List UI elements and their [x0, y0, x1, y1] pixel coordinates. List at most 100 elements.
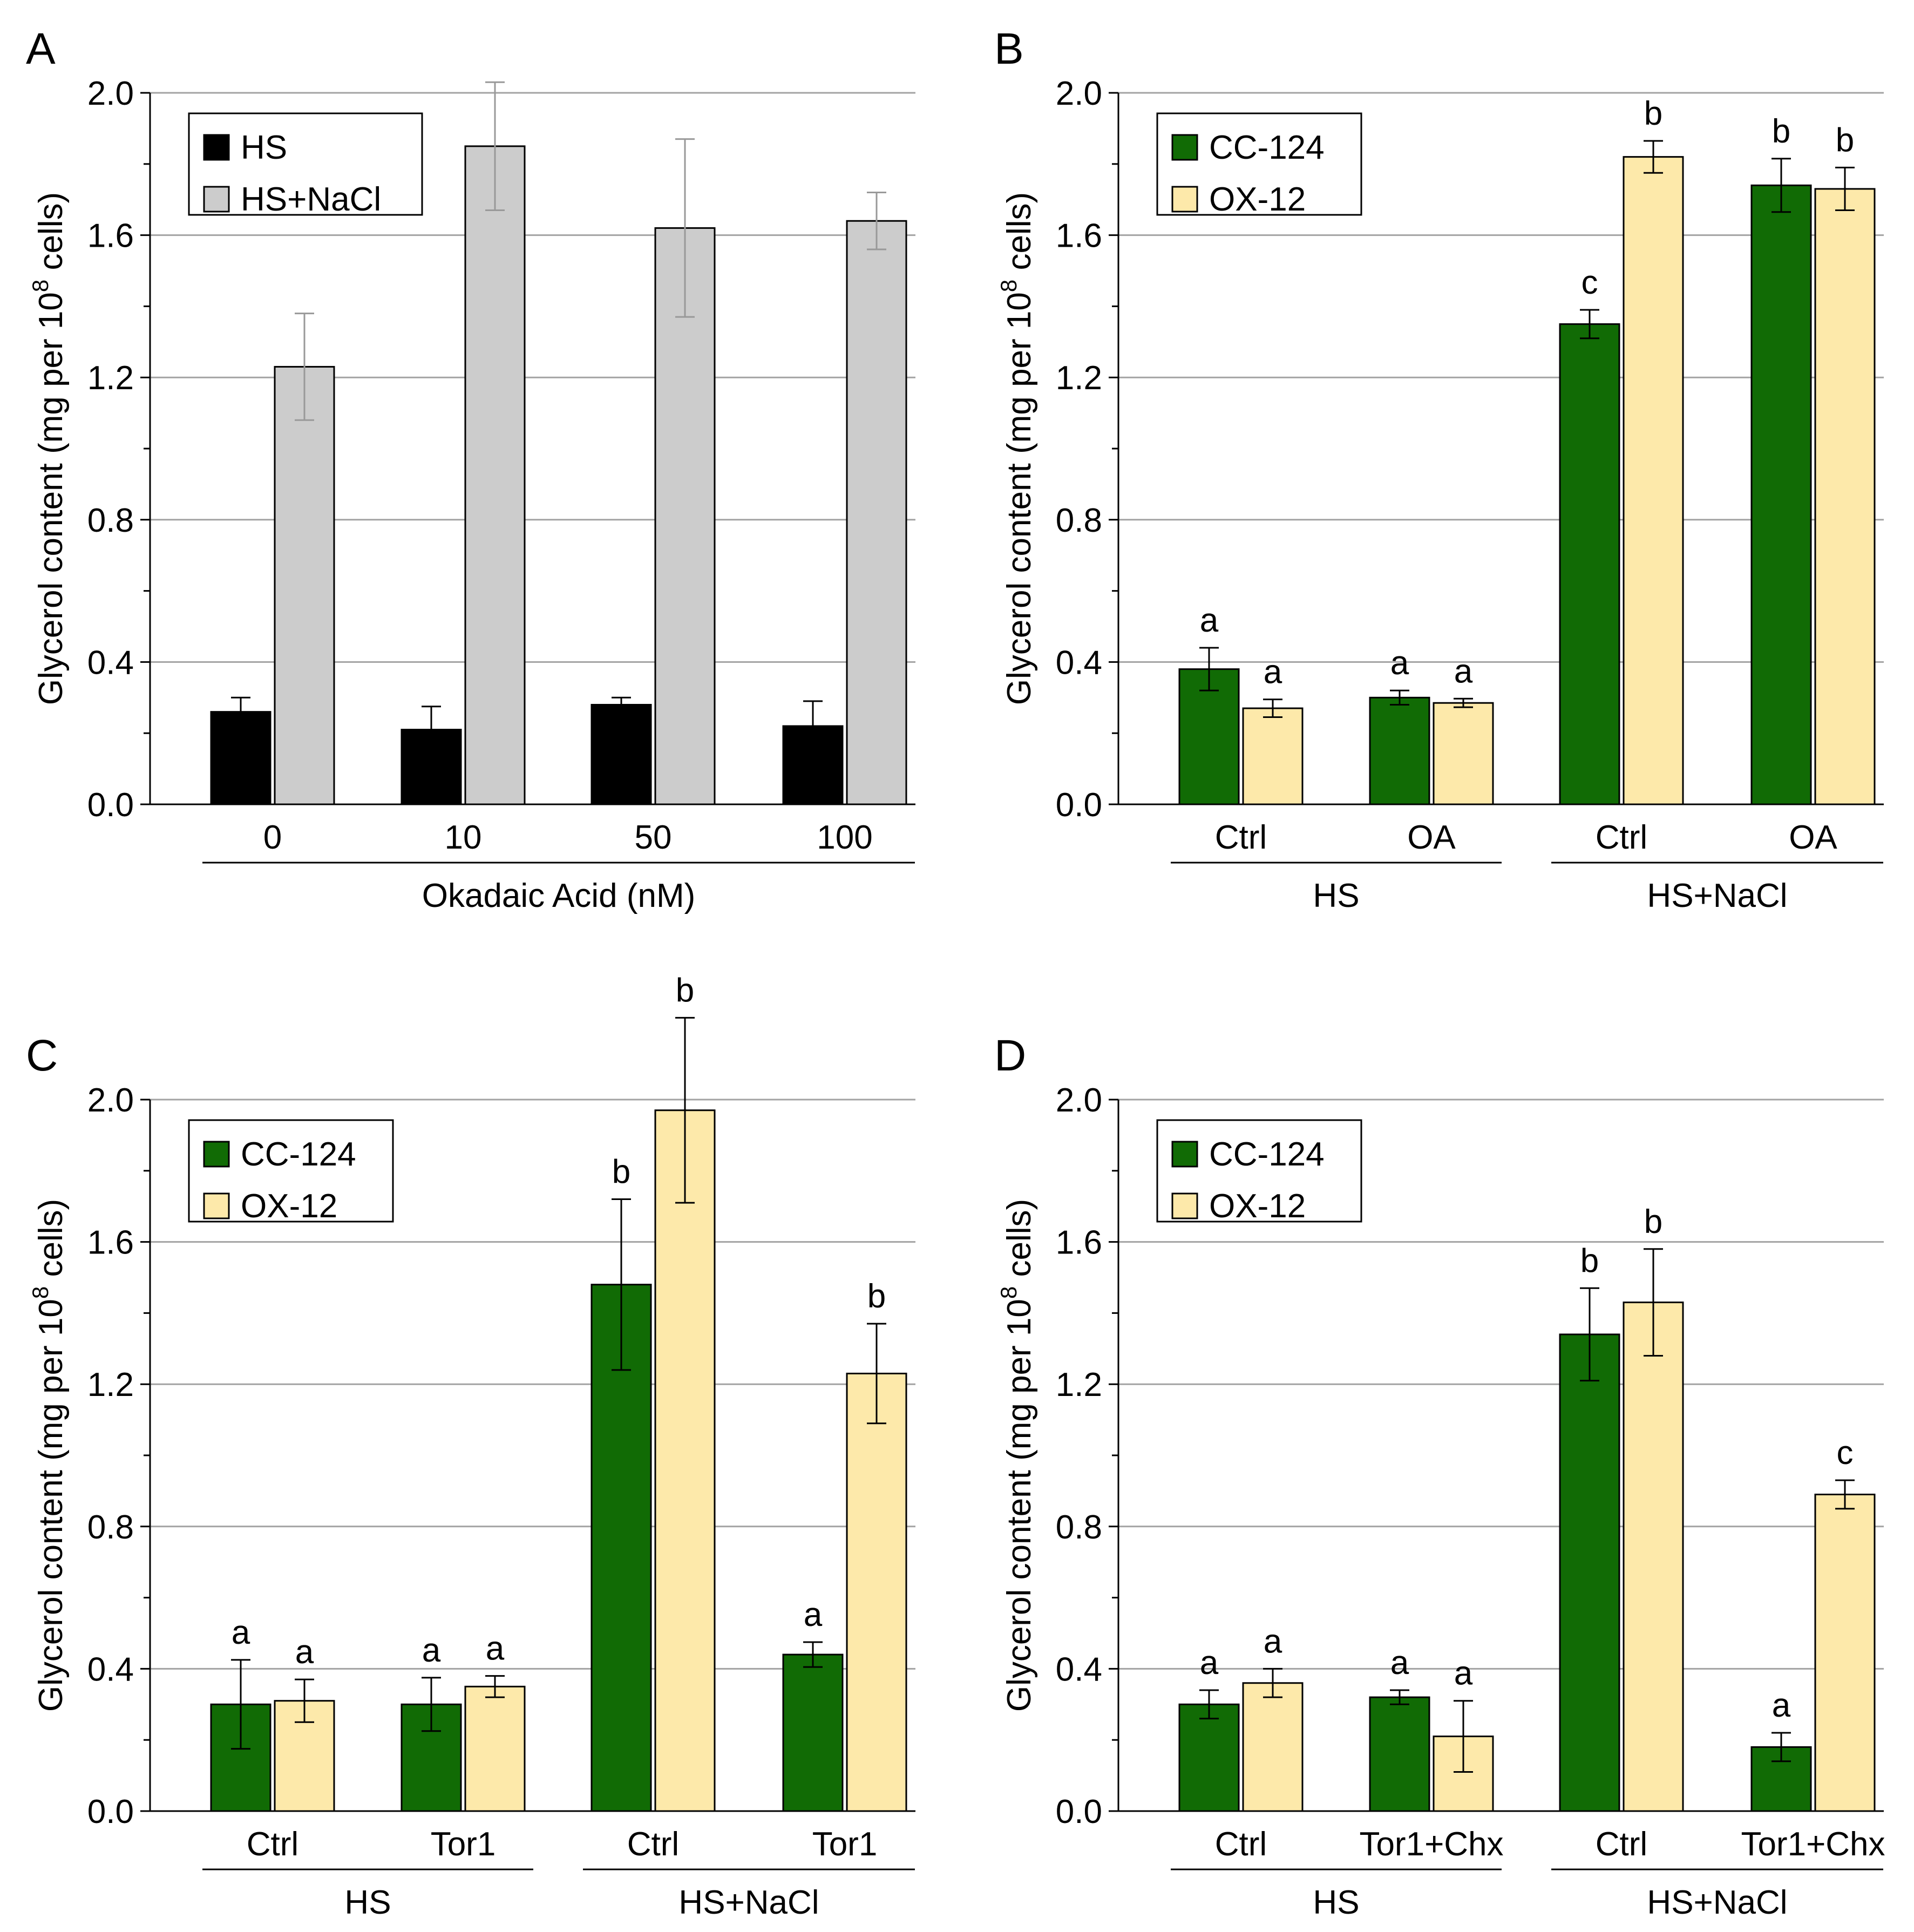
significance-letter: b	[1772, 113, 1790, 150]
group-label: HS+NaCl	[678, 1884, 819, 1921]
y-tick-label: 1.2	[1056, 1366, 1102, 1404]
bar-ox-12	[1814, 188, 1876, 805]
y-tick-label: 0.4	[87, 644, 134, 681]
y-axis-label-main: Glycerol content (mg per 10	[32, 292, 70, 705]
significance-letter: a	[1390, 645, 1409, 682]
x-tick-label: 0	[263, 819, 282, 856]
y-axis-label-tail: cells)	[1001, 1199, 1038, 1286]
y-tick-label: 1.6	[87, 1224, 134, 1262]
x-tick-label: Tor1+Chx	[1741, 1826, 1885, 1863]
y-tick-label: 1.2	[87, 360, 134, 397]
x-tick-label: Ctrl	[1215, 1826, 1267, 1863]
y-axis-label-tail: cells)	[32, 1199, 70, 1286]
bar-ox-12	[1242, 1682, 1304, 1812]
significance-letter: b	[1580, 1242, 1599, 1279]
significance-letter: a	[1390, 1644, 1409, 1682]
legend-swatch	[203, 1192, 230, 1219]
bar-hs-nacl	[464, 145, 526, 805]
panel-letter: D	[994, 1031, 1026, 1080]
y-tick-label: 0.8	[1056, 502, 1102, 539]
bar-hs-nacl	[654, 227, 716, 805]
y-axis-label: Glycerol content (mg per 108 cells)	[996, 192, 1038, 705]
y-tick-label: 0.4	[87, 1651, 134, 1688]
significance-letter: a	[804, 1596, 823, 1633]
significance-letter: a	[422, 1632, 441, 1669]
y-axis-label-exponent: 8	[28, 1286, 53, 1299]
legend-label: HS	[241, 129, 287, 166]
bar-ox-12	[1242, 707, 1304, 805]
legend-label: CC-124	[241, 1136, 356, 1173]
bar-ox-12	[846, 1372, 907, 1812]
y-tick-label: 1.6	[87, 218, 134, 255]
y-axis-label-tail: cells)	[32, 192, 70, 280]
x-tick-label: Ctrl	[247, 1826, 298, 1863]
y-tick-label: 1.2	[87, 1366, 134, 1404]
bar-hs-nacl	[274, 365, 335, 805]
significance-letter: a	[1454, 1655, 1473, 1692]
y-tick-label: 0.0	[87, 787, 134, 824]
y-tick-label: 0.4	[1056, 1651, 1102, 1688]
panel-letter: A	[26, 24, 56, 73]
chart-panel-c: C 0.0 0.4 0.8 1.2 1.6 2.0 Glycerol content (mg …	[26, 972, 915, 1921]
significance-letter: a	[1200, 1644, 1219, 1682]
y-axis-label-main: Glycerol content (mg per 10	[32, 1299, 70, 1712]
y-tick-label: 0.0	[1056, 787, 1102, 824]
significance-letter: b	[612, 1154, 630, 1191]
bar-cc-124	[1559, 1333, 1620, 1812]
significance-letter: b	[676, 972, 694, 1009]
legend-swatch	[1171, 186, 1198, 213]
significance-letter: b	[1644, 95, 1662, 132]
legend-label: OX-12	[1209, 1188, 1306, 1225]
legend-swatch	[1171, 1192, 1198, 1219]
bar-cc-124	[591, 1284, 652, 1812]
y-axis-label: Glycerol content (mg per 108 cells)	[28, 192, 70, 705]
x-tick-label: Tor1	[812, 1826, 878, 1863]
y-axis-label-main: Glycerol content (mg per 10	[1001, 292, 1038, 705]
significance-letter: b	[1644, 1203, 1662, 1240]
y-tick-label: 0.0	[87, 1793, 134, 1831]
y-tick-label: 2.0	[1056, 1082, 1102, 1119]
bar-cc-124	[782, 1653, 844, 1812]
y-tick-label: 1.2	[1056, 360, 1102, 397]
legend-swatch	[203, 134, 230, 161]
group-label: HS+NaCl	[1647, 877, 1787, 914]
y-axis-label: Glycerol content (mg per 108 cells)	[28, 1199, 70, 1712]
group-label: HS	[1313, 1884, 1359, 1921]
bar-hs-nacl	[846, 220, 907, 805]
bar-ox-12	[464, 1685, 526, 1812]
significance-letter: c	[1582, 264, 1598, 301]
legend-label: HS+NaCl	[241, 181, 381, 218]
y-tick-label: 2.0	[1056, 75, 1102, 112]
bar-ox-12	[1814, 1493, 1876, 1812]
significance-letter: a	[1264, 654, 1282, 691]
y-axis-label-tail: cells)	[1001, 192, 1038, 280]
x-tick-label: 50	[635, 819, 672, 856]
x-tick-label: Ctrl	[627, 1826, 679, 1863]
significance-letter: a	[486, 1630, 505, 1667]
bar-cc-124	[1369, 696, 1430, 805]
significance-letter: a	[1454, 653, 1473, 690]
legend-swatch	[203, 186, 230, 213]
x-tick-label: OA	[1789, 819, 1837, 856]
bar-cc-124	[1369, 1696, 1430, 1812]
legend-label: OX-12	[241, 1188, 337, 1225]
y-axis-label: Glycerol content (mg per 108 cells)	[996, 1199, 1038, 1712]
x-tick-label: 100	[817, 819, 872, 856]
chart-panel-d: D 0.0 0.4 0.8 1.2 1.6 2.0 Glycerol content (mg …	[994, 1031, 1885, 1921]
significance-letter: a	[1772, 1687, 1791, 1724]
x-tick-label: Ctrl	[1596, 1826, 1647, 1863]
x-tick-label: Tor1+Chx	[1359, 1826, 1503, 1863]
legend-swatch	[1171, 134, 1198, 161]
bar-ox-12	[1623, 1301, 1684, 1812]
group-label: HS+NaCl	[1647, 1884, 1787, 1921]
bar-cc-124	[1559, 323, 1620, 805]
significance-letter: a	[232, 1614, 250, 1651]
y-axis-label-exponent: 8	[28, 280, 53, 292]
bar-ox-12	[1623, 156, 1684, 805]
y-tick-label: 2.0	[87, 75, 134, 112]
panel-letter: C	[26, 1031, 58, 1080]
significance-letter: a	[295, 1633, 314, 1671]
bar-cc-124	[1750, 184, 1812, 805]
x-tick-label: Ctrl	[1215, 819, 1267, 856]
